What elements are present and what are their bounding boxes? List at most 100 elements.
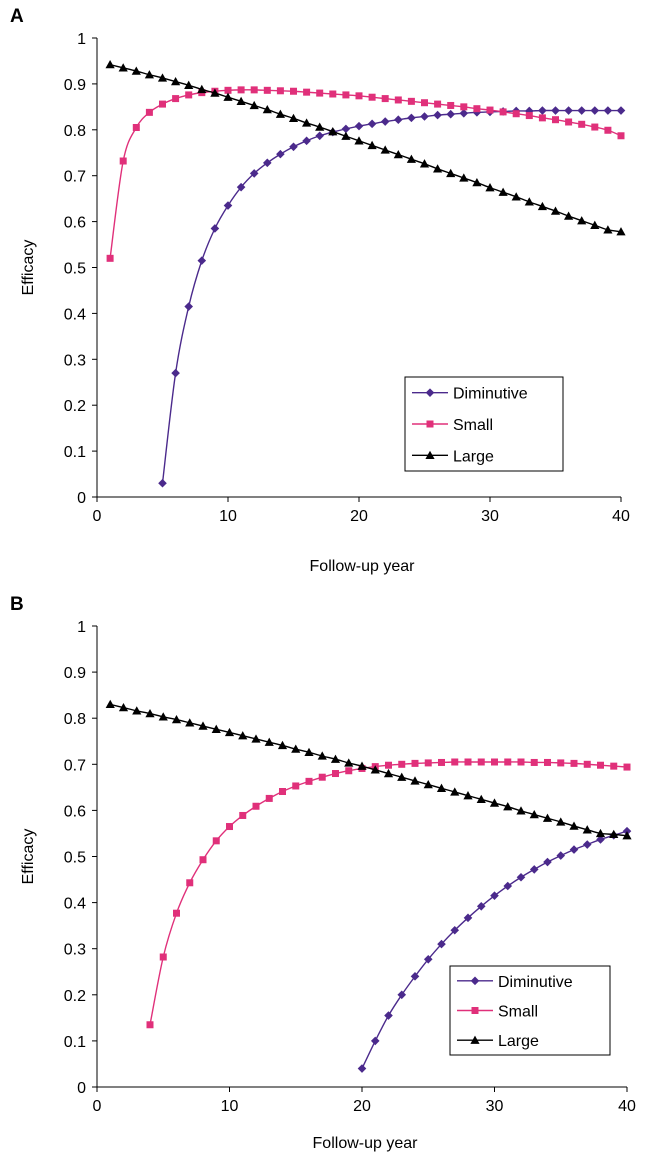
y-tick-label: 1 [77, 619, 86, 636]
series-large [105, 60, 626, 236]
data-point-small [583, 760, 591, 768]
data-point-small [292, 782, 300, 790]
data-point-large [410, 776, 420, 785]
data-point-large [577, 216, 587, 225]
data-point-large [383, 768, 394, 778]
data-point-small [173, 909, 180, 917]
data-point-small [398, 760, 406, 768]
data-point-small [424, 759, 432, 767]
data-point-small [250, 86, 258, 94]
data-point-large [262, 105, 272, 114]
series-large [105, 699, 632, 840]
series-diminutive [357, 826, 632, 1073]
data-point-large [198, 721, 208, 730]
data-point-small [212, 837, 220, 845]
data-point-large [550, 206, 561, 215]
legend: Diminutive Small Large [449, 965, 611, 1056]
data-point-small [290, 87, 297, 95]
data-point-small [570, 759, 578, 767]
legend-label-diminutive: Diminutive [453, 386, 528, 403]
data-point-large [524, 197, 534, 206]
data-point-large [609, 829, 619, 839]
y-tick-label: 0 [77, 490, 86, 507]
data-point-large [341, 131, 351, 140]
data-point-small [355, 92, 363, 100]
data-point-diminutive [616, 106, 626, 115]
data-point-large [542, 813, 553, 822]
data-point-large [317, 751, 327, 760]
data-point-diminutive [158, 478, 167, 488]
data-point-large [275, 109, 285, 118]
data-point-large [249, 100, 259, 110]
data-point-small [318, 773, 326, 781]
data-point-small [447, 101, 455, 109]
data-point-small [239, 811, 247, 819]
y-axis-title: Efficacy [20, 829, 37, 885]
data-point-diminutive [503, 881, 513, 891]
data-point-large [436, 783, 447, 792]
legend-marker-diminutive [425, 388, 435, 397]
legend-marker-diminutive [470, 976, 480, 986]
data-point-large [184, 80, 194, 89]
data-point-large [582, 825, 592, 834]
data-point-diminutive [556, 851, 566, 860]
data-point-large [315, 122, 325, 131]
data-point-large [406, 154, 416, 163]
data-point-large [569, 821, 579, 830]
data-point-small [119, 157, 127, 165]
legend-label-large: Large [453, 448, 494, 465]
data-point-small [512, 110, 520, 118]
data-point-small [316, 89, 324, 97]
data-point-large [223, 92, 233, 101]
data-point-large [556, 817, 566, 826]
data-point-small [421, 99, 428, 107]
data-point-small [530, 758, 538, 766]
data-point-diminutive [446, 109, 455, 119]
data-point-small [597, 761, 604, 769]
data-point-diminutive [582, 840, 592, 849]
data-point-small [381, 95, 389, 103]
data-point-large [603, 225, 613, 234]
series-large-line [109, 63, 622, 233]
data-point-diminutive [380, 117, 390, 126]
data-point-large [357, 761, 367, 770]
data-point-diminutive [354, 121, 364, 131]
data-point-small [385, 761, 392, 769]
data-point-large [224, 727, 235, 737]
data-point-large [264, 737, 274, 746]
data-point-small [477, 758, 485, 766]
data-point-small [464, 758, 472, 766]
data-point-small [199, 856, 207, 864]
data-point-small [394, 96, 402, 104]
data-point-diminutive [476, 901, 486, 911]
chart-panel-a: A00.10.20.30.40.50.60.70.80.910 10 20 30 40F… [10, 6, 630, 575]
data-point-small [504, 758, 512, 766]
data-point-small [438, 758, 445, 766]
y-tick-label: 1 [77, 31, 86, 48]
data-point-small [473, 105, 481, 113]
legend: Diminutive Small Large [404, 376, 564, 472]
data-point-large [423, 779, 433, 789]
data-point-large [463, 791, 473, 800]
legend-label-large: Large [498, 1033, 539, 1050]
y-tick-label: 0.9 [64, 77, 86, 94]
y-tick-label: 0.1 [64, 1034, 86, 1051]
data-point-diminutive [315, 131, 324, 141]
data-point-diminutive [596, 835, 605, 844]
y-tick-label: 0.5 [64, 261, 86, 278]
data-point-diminutive [357, 1064, 367, 1073]
data-point-small [276, 87, 284, 95]
data-point-small [517, 758, 525, 766]
data-point-small [538, 114, 546, 122]
y-tick-label: 0.8 [64, 711, 86, 728]
panel-label: B [10, 594, 24, 615]
data-point-small [186, 879, 194, 887]
y-tick-label: 0.5 [64, 850, 86, 867]
data-point-diminutive [276, 149, 285, 159]
y-tick-label: 0 [77, 1080, 86, 1097]
data-point-small [224, 86, 232, 94]
data-point-large [529, 809, 539, 819]
data-point-small [544, 758, 551, 766]
data-point-diminutive [577, 106, 586, 115]
data-point-large [537, 201, 547, 211]
